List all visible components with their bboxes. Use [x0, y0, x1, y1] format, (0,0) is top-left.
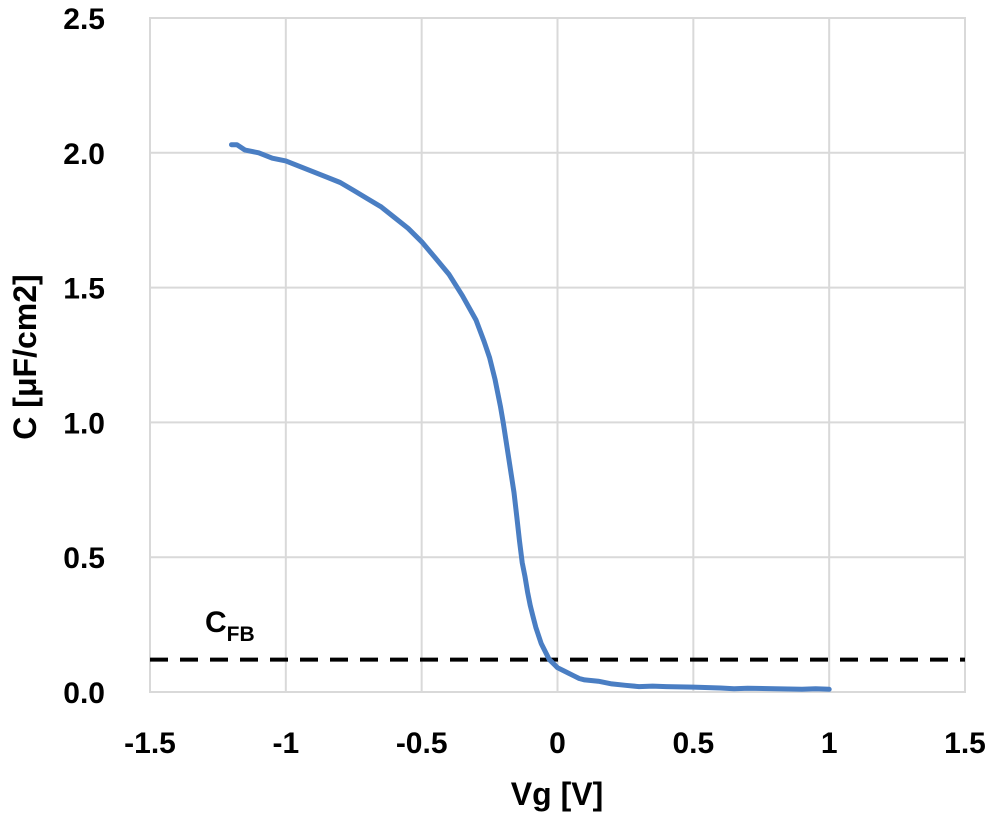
- x-tick-label: -1.5: [124, 727, 176, 760]
- y-axis-title: C [μF/cm2]: [7, 274, 43, 439]
- x-tick-label: 1: [821, 727, 838, 760]
- plot-frame: [149, 17, 966, 693]
- x-tick-label: -1: [272, 727, 299, 760]
- y-tick-label: 0.0: [63, 677, 105, 710]
- cfb-annotation-subscript: FB: [227, 623, 255, 646]
- cfb-annotation-main: C: [205, 606, 227, 639]
- x-tick-label: 0: [549, 727, 566, 760]
- x-tick-label: 0.5: [672, 727, 714, 760]
- y-tick-label: 2.0: [63, 138, 105, 171]
- x-tick-label: -0.5: [396, 727, 448, 760]
- x-axis-title: Vg [V]: [511, 776, 603, 812]
- y-tick-labels: 0.0 0.5 1.0 1.5 2.0 2.5: [63, 3, 105, 710]
- x-tick-labels: -1.5 -1 -0.5 0 0.5 1 1.5: [124, 727, 986, 760]
- grid: [149, 17, 966, 693]
- cfb-annotation: CFB: [205, 606, 255, 646]
- x-tick-label: 1.5: [944, 727, 986, 760]
- y-tick-label: 0.5: [63, 542, 105, 575]
- y-tick-label: 2.5: [63, 3, 105, 36]
- series-line: [229, 142, 832, 692]
- y-tick-label: 1.5: [63, 273, 105, 306]
- y-tick-label: 1.0: [63, 407, 105, 440]
